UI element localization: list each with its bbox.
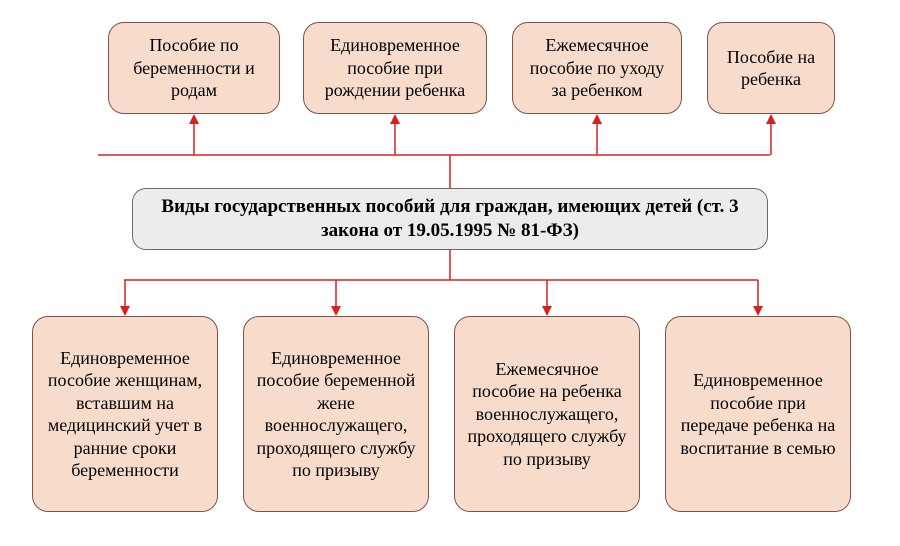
bot-4-label: Единовременное пособие при передаче ребе… (676, 369, 840, 459)
node-bot-4: Единовременное пособие при передаче ребе… (665, 316, 851, 512)
node-top-2: Единовременное пособие при рождении ребе… (303, 22, 487, 114)
node-top-4: Пособие на ребенка (707, 22, 835, 114)
top-3-label: Ежемесячное пособие по уходу за ребенком (523, 34, 671, 102)
bot-2-label: Единовременное пособие беременной жене в… (254, 347, 418, 482)
node-bot-2: Единовременное пособие беременной жене в… (243, 316, 429, 512)
node-top-1: Пособие по беременности и родам (108, 22, 280, 114)
top-1-label: Пособие по беременности и родам (119, 34, 269, 102)
node-bot-1: Единовременное пособие женщинам, вставши… (32, 316, 218, 512)
bot-3-label: Ежемесячное пособие на ребенка военнослу… (465, 358, 629, 471)
node-top-3: Ежемесячное пособие по уходу за ребенком (512, 22, 682, 114)
center-label: Виды государственных пособий для граждан… (143, 195, 757, 243)
top-2-label: Единовременное пособие при рождении ребе… (314, 34, 476, 102)
bot-1-label: Единовременное пособие женщинам, вставши… (43, 347, 207, 482)
node-bot-3: Ежемесячное пособие на ребенка военнослу… (454, 316, 640, 512)
top-4-label: Пособие на ребенка (718, 46, 824, 91)
center-node: Виды государственных пособий для граждан… (132, 188, 768, 250)
